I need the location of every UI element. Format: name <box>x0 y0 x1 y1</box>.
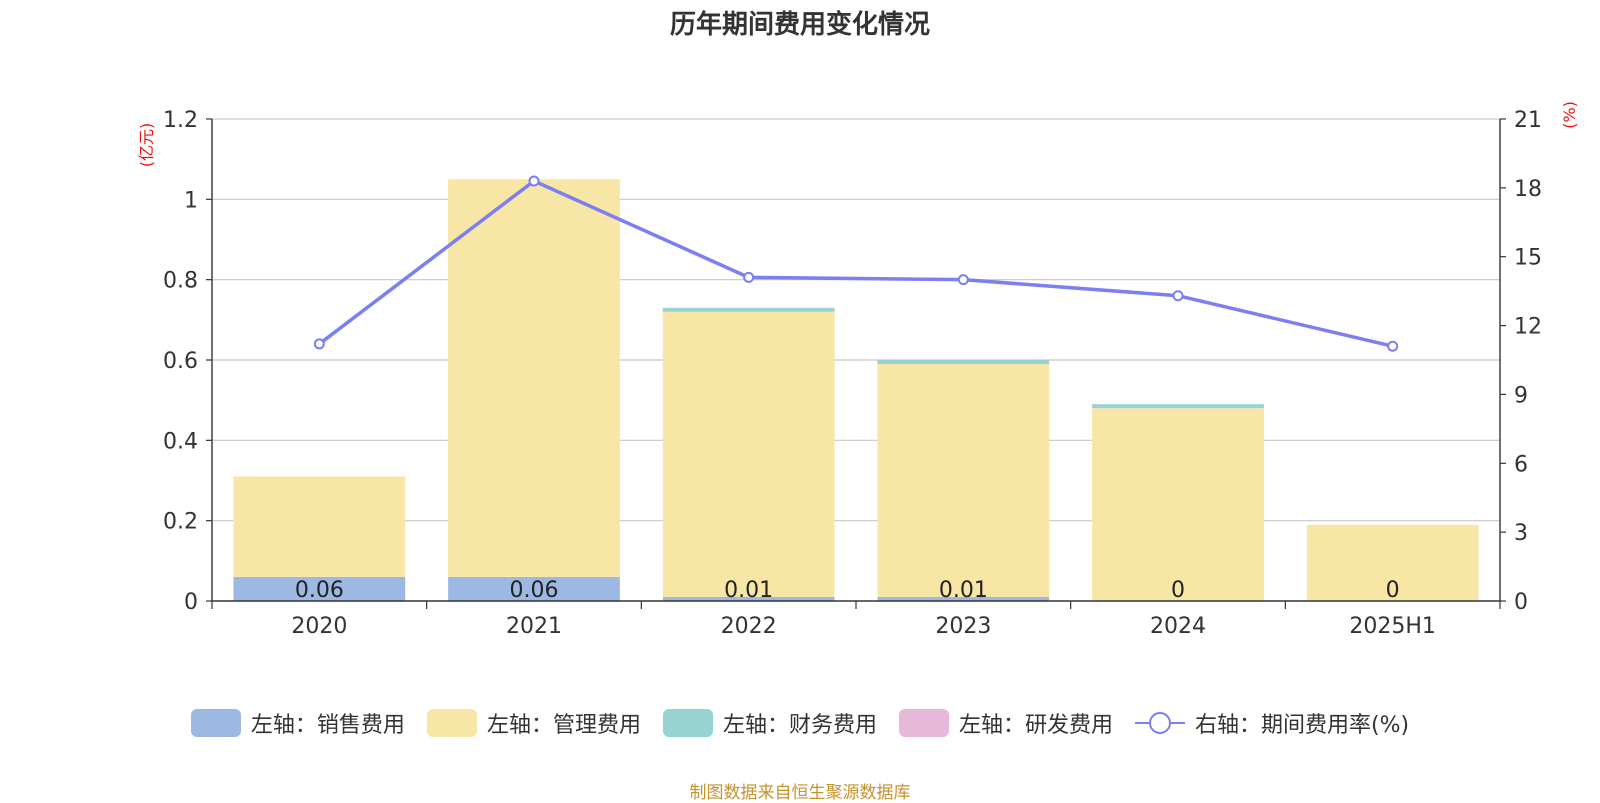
axes: 0 0.2 0.4 0.6 0.8 1 1.2 0 3 6 9 12 15 18 21 2020 2021 202… <box>163 108 1542 639</box>
legend-item-finance[interactable]: 左轴：财务费用 <box>662 707 877 739</box>
legend-swatch-sales <box>190 709 241 737</box>
legend-label-rnd: 左轴：研发费用 <box>958 713 1113 738</box>
left-tick-label: 0.4 <box>163 429 198 454</box>
bar-labels: 0.06 0.06 0.01 0.01 0 0 <box>295 578 1400 603</box>
x-tick-label: 2025H1 <box>1349 614 1436 639</box>
left-tick-label: 1.2 <box>163 108 198 133</box>
bar-data-label: 0.06 <box>510 578 559 603</box>
bar-segment <box>233 576 406 601</box>
legend-swatch-rate <box>1134 712 1185 734</box>
legend-item-sales[interactable]: 左轴：销售费用 <box>190 707 405 739</box>
bar-segment <box>662 307 835 312</box>
rate-point <box>1387 340 1399 352</box>
legend-label-finance: 左轴：财务费用 <box>722 713 877 738</box>
bar-segment <box>1092 404 1264 409</box>
right-tick-label: 18 <box>1514 177 1542 202</box>
rate-point <box>528 175 540 187</box>
bar-segment <box>448 179 620 577</box>
left-tick-label: 1 <box>184 188 198 213</box>
x-tick-label: 2021 <box>506 614 562 639</box>
bar-segment <box>1092 408 1264 601</box>
x-tick-label: 2022 <box>721 614 777 639</box>
bar-segment <box>1306 524 1479 601</box>
rate-polyline <box>318 179 1394 348</box>
bar-data-label: 0.06 <box>295 578 344 603</box>
legend-item-admin[interactable]: 左轴：管理费用 <box>426 707 641 739</box>
bar-segment <box>448 576 620 601</box>
rate-point <box>743 271 755 283</box>
legend-swatch-admin <box>426 709 477 737</box>
legend: 左轴：销售费用 左轴：管理费用 左轴：财务费用 左轴：研发费用 右轴：期间费用率… <box>0 706 1600 740</box>
right-tick-label: 3 <box>1514 521 1528 546</box>
right-tick-label: 12 <box>1514 315 1542 340</box>
legend-label-rate: 右轴：期间费用率(%) <box>1194 713 1410 738</box>
right-tick-label: 9 <box>1514 383 1528 408</box>
bar-data-label: 0 <box>1171 578 1185 603</box>
bar-segment <box>233 476 406 577</box>
left-axis-unit: (亿元) <box>137 123 156 168</box>
bar-segment <box>877 360 1050 365</box>
legend-label-admin: 左轴：管理费用 <box>486 713 641 738</box>
left-tick-label: 0 <box>184 590 198 615</box>
bar-data-label: 0.01 <box>724 578 773 603</box>
source-note: 制图数据来自恒生聚源数据库 <box>689 783 911 803</box>
x-tick-label: 2023 <box>935 614 991 639</box>
rate-point <box>313 338 325 350</box>
left-tick-label: 0.8 <box>163 269 198 294</box>
right-tick-label: 0 <box>1514 590 1528 615</box>
rate-point <box>1172 290 1184 302</box>
legend-item-rate[interactable]: 右轴：期间费用率(%) <box>1134 707 1410 739</box>
chart-area: 0.06 0.06 0.01 0.01 0 0 0 0.2 0.4 0.6 0.8 1 1.2 0 3 6 9… <box>137 101 1579 639</box>
x-tick-label: 2024 <box>1150 614 1206 639</box>
legend-label-sales: 左轴：销售费用 <box>250 713 405 738</box>
rate-line <box>313 175 1399 352</box>
bar-data-label: 0.01 <box>939 578 988 603</box>
rate-point <box>957 274 969 286</box>
gridlines <box>212 118 1500 522</box>
bar-data-label: 0 <box>1386 578 1400 603</box>
legend-swatch-rnd <box>898 709 949 737</box>
right-axis-unit: (%) <box>1560 101 1579 129</box>
right-tick-label: 15 <box>1514 246 1542 271</box>
bar-stack <box>233 179 1479 601</box>
bar-segment <box>662 311 835 597</box>
x-tick-label: 2020 <box>291 614 347 639</box>
right-tick-label: 6 <box>1514 452 1528 477</box>
bar-segment <box>662 596 835 601</box>
left-tick-label: 0.2 <box>163 510 198 535</box>
bar-segment <box>877 596 1050 601</box>
legend-swatch-finance <box>662 709 713 737</box>
right-tick-label: 21 <box>1514 108 1542 133</box>
legend-item-rnd[interactable]: 左轴：研发费用 <box>898 707 1113 739</box>
chart-title: 历年期间费用变化情况 <box>669 10 930 40</box>
bar-segment <box>877 364 1050 597</box>
left-tick-label: 0.6 <box>163 349 198 374</box>
